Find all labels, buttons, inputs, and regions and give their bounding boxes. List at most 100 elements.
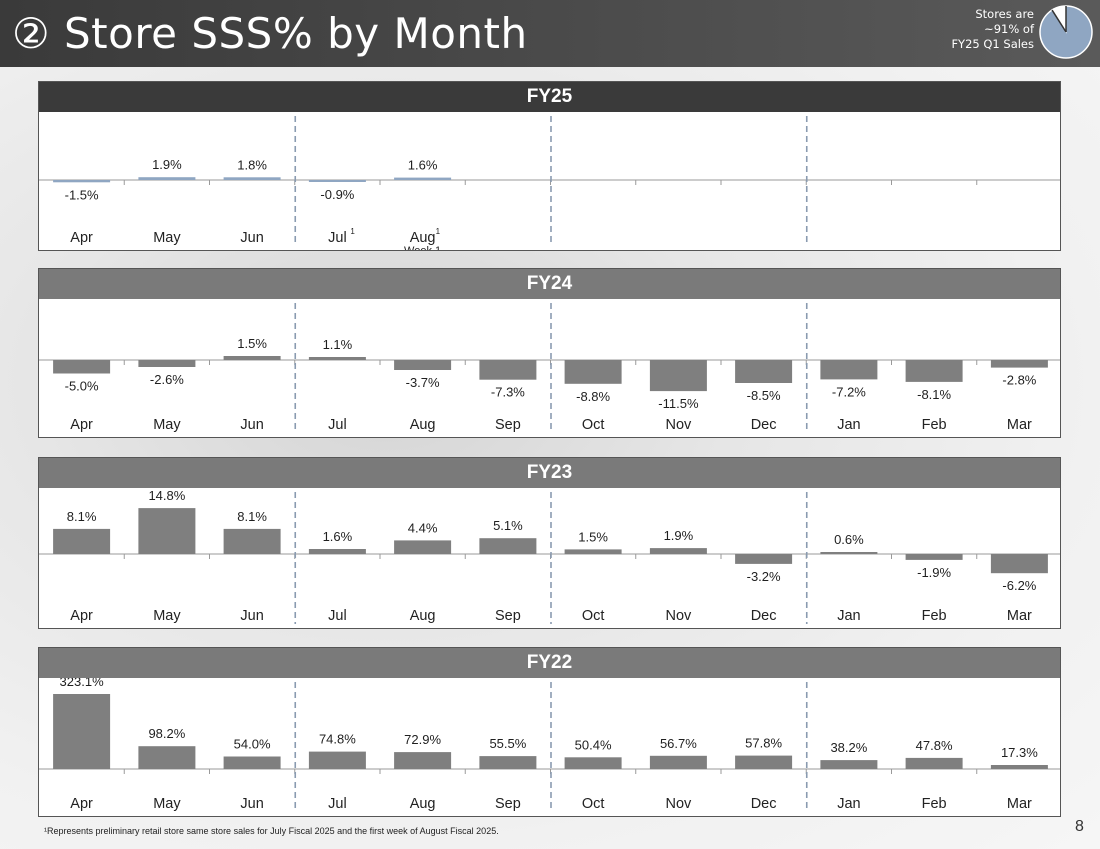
data-label: -1.5%	[65, 187, 99, 202]
stores-share-note: Stores are ~91% of FY25 Q1 Sales	[930, 7, 1034, 52]
category-label: Aug	[410, 230, 436, 246]
category-label: May	[153, 796, 181, 812]
data-label: -8.5%	[747, 388, 781, 403]
bar-apr	[53, 180, 111, 183]
bar-apr	[53, 360, 111, 374]
page-title: ② Store SSS% by Month	[12, 9, 528, 58]
data-label: 14.8%	[148, 488, 185, 503]
category-label: Jun	[240, 608, 263, 624]
bar-aug	[394, 360, 452, 370]
bar-may	[138, 360, 196, 367]
bar-sep	[479, 360, 537, 380]
footnote-marker: 1	[350, 227, 355, 236]
data-label: -2.6%	[150, 372, 184, 387]
data-label: 4.4%	[408, 520, 438, 535]
bar-dec	[735, 360, 793, 383]
data-label: -0.9%	[320, 187, 354, 202]
category-label: Apr	[70, 796, 93, 812]
data-label: -7.2%	[832, 384, 866, 399]
category-label: Jun	[240, 417, 263, 433]
bar-aug	[394, 540, 452, 554]
fy25-panel-title: FY25	[39, 82, 1060, 112]
category-label: Mar	[1007, 796, 1032, 812]
category-label: Feb	[922, 417, 947, 433]
data-label: 8.1%	[67, 509, 97, 524]
category-label: Sep	[495, 796, 521, 812]
bar-feb	[905, 554, 963, 560]
category-label: Dec	[751, 796, 777, 812]
bar-jul	[308, 751, 366, 769]
stores-note-line: FY25 Q1 Sales	[951, 37, 1034, 51]
category-label: Oct	[582, 608, 605, 624]
category-sublabel: Week 1	[404, 245, 441, 250]
fy23-chart-panel: FY23 8.1% Apr 14.8% May 8.1% Jun 1.6% Jul 4.4% Au…	[38, 457, 1061, 629]
footnote: ¹Represents preliminary retail store sam…	[44, 826, 499, 836]
category-label: Nov	[666, 608, 693, 624]
bar-sep	[479, 538, 537, 554]
data-label: 1.6%	[408, 158, 438, 173]
category-label: Nov	[666, 417, 693, 433]
fy24-bar-chart: -5.0% Apr -2.6% May 1.5% Jun 1.1% Jul -3.7% Aug -7…	[39, 303, 1060, 433]
category-label: Apr	[70, 608, 93, 624]
stores-note-line: ~91% of	[984, 22, 1034, 36]
data-label: 8.1%	[237, 509, 267, 524]
data-label: -6.2%	[1002, 578, 1036, 593]
data-label: 5.1%	[493, 518, 523, 533]
data-label: -8.8%	[576, 389, 610, 404]
bar-jun	[223, 356, 281, 361]
bar-jan	[820, 552, 878, 554]
category-label: Jul	[328, 417, 347, 433]
data-label: -5.0%	[65, 379, 99, 394]
data-label: 17.3%	[1001, 745, 1038, 760]
footnote-marker: 1	[436, 227, 441, 236]
data-label: -3.2%	[747, 569, 781, 584]
bar-apr	[53, 694, 111, 769]
category-label: Oct	[582, 796, 605, 812]
bar-mar	[990, 765, 1048, 769]
bar-sep	[479, 756, 537, 769]
stores-note-line: Stores are	[975, 7, 1034, 21]
bar-jan	[820, 760, 878, 769]
bar-nov	[649, 755, 707, 769]
bar-nov	[649, 360, 707, 392]
data-label: 98.2%	[148, 726, 185, 741]
data-label: -1.9%	[917, 565, 951, 580]
data-label: 323.1%	[60, 678, 105, 689]
category-label: Apr	[70, 230, 93, 246]
sales-share-pie-icon	[1039, 5, 1093, 59]
data-label: 1.9%	[664, 528, 694, 543]
fy25-chart-panel: FY25 -1.5% Apr 1.9% May 1.8% Jun -0.9% Jul 1 1.6%…	[38, 81, 1061, 251]
bar-jan	[820, 360, 878, 380]
page-number: 8	[1075, 818, 1084, 835]
data-label: 74.8%	[319, 732, 356, 747]
data-label: 1.9%	[152, 157, 182, 172]
data-label: -3.7%	[406, 375, 440, 390]
fy22-chart-panel: FY22 323.1% Apr 98.2% May 54.0% Jun 74.8% Jul 72…	[38, 647, 1061, 817]
data-label: 50.4%	[575, 737, 612, 752]
bar-jun	[223, 528, 281, 554]
category-label: Sep	[495, 608, 521, 624]
category-label: Oct	[582, 417, 605, 433]
category-label: Mar	[1007, 417, 1032, 433]
category-label: Jun	[240, 230, 263, 246]
bar-jun	[223, 177, 281, 180]
fy24-panel-title: FY24	[39, 269, 1060, 299]
bar-apr	[53, 528, 111, 554]
data-label: 0.6%	[834, 532, 864, 547]
bar-jul	[308, 357, 366, 360]
bar-mar	[990, 554, 1048, 574]
category-label: Aug	[410, 796, 436, 812]
data-label: 54.0%	[234, 737, 271, 752]
data-label: 55.5%	[489, 736, 526, 751]
category-label: May	[153, 417, 181, 433]
fy24-chart-panel: FY24 -5.0% Apr -2.6% May 1.5% Jun 1.1% Jul -3.7%…	[38, 268, 1061, 438]
bar-nov	[649, 548, 707, 554]
category-label: Dec	[751, 608, 777, 624]
bar-oct	[564, 360, 622, 384]
page-header: ② Store SSS% by Month Stores are ~91% of…	[0, 0, 1100, 67]
bar-mar	[990, 360, 1048, 368]
category-label: Dec	[751, 417, 777, 433]
pie-edge	[1051, 9, 1067, 33]
category-label: Jun	[240, 796, 263, 812]
fy22-panel-title: FY22	[39, 648, 1060, 678]
